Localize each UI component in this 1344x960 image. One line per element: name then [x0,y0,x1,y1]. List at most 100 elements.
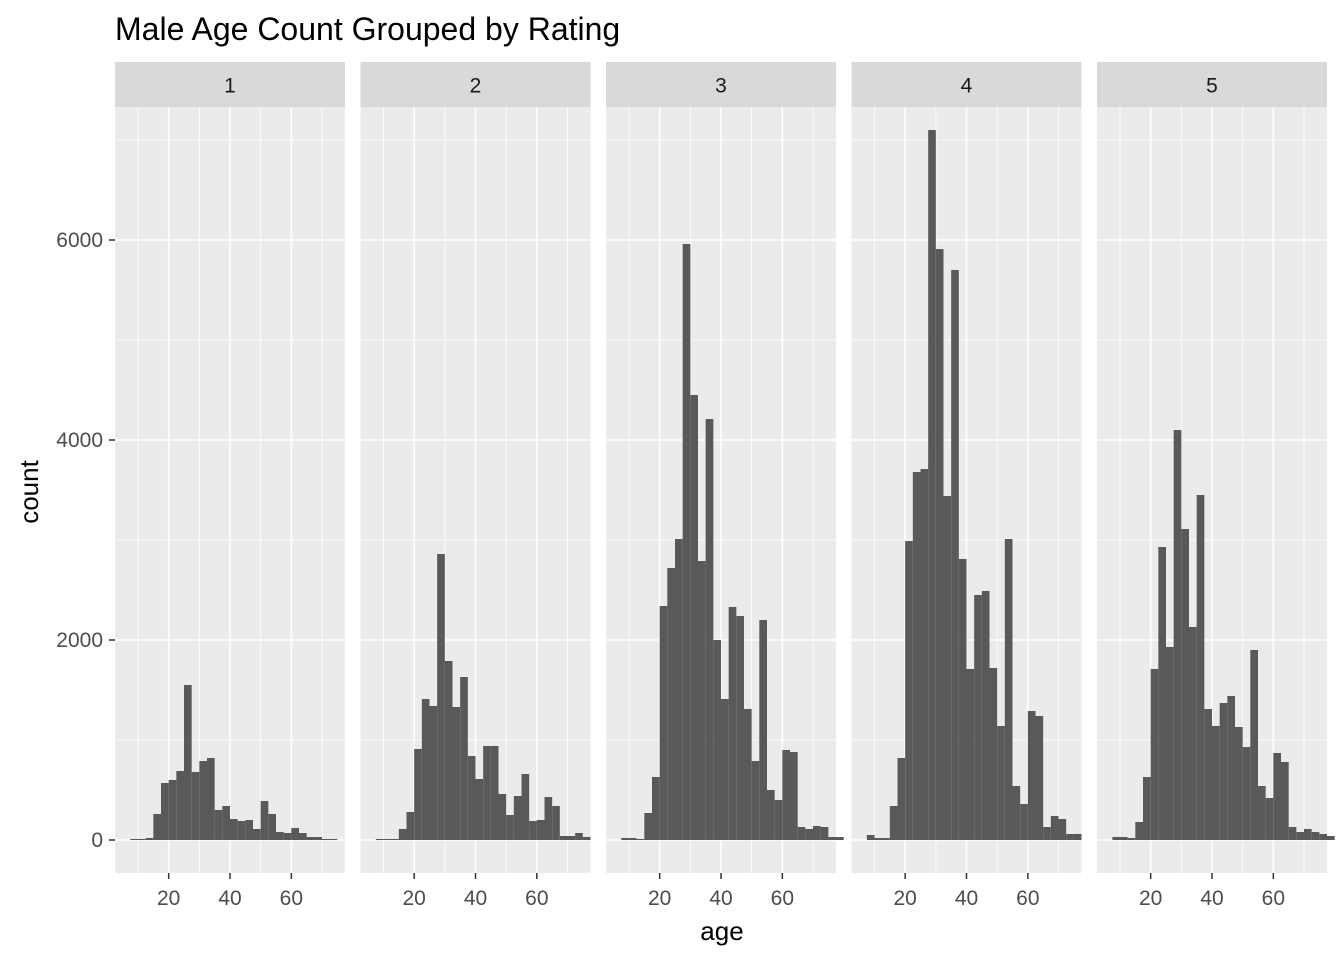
histogram-bar [391,839,399,840]
histogram-bar [444,661,453,840]
x-tick-label: 60 [280,887,303,910]
y-tick-label: 4000 [56,429,103,452]
histogram-bar [774,800,783,840]
histogram-bar [751,761,760,840]
histogram-bar [1120,837,1128,840]
histogram-bar [682,244,691,840]
histogram-bar [836,837,844,840]
histogram-bar [974,595,982,840]
histogram-bar [230,819,238,840]
x-tick-label: 40 [464,887,487,910]
facet-strip-label: 3 [715,75,727,98]
y-tick-label: 6000 [56,229,103,252]
histogram-bar [1058,819,1067,840]
histogram-bar [306,837,315,840]
histogram-bar [322,839,330,840]
histogram-bar [529,821,537,840]
histogram-bar [866,835,875,840]
histogram-bar [1258,786,1266,840]
histogram-bar [736,616,744,840]
histogram-bar [1181,529,1189,840]
histogram-bar [559,836,568,840]
x-tick-label: 20 [157,887,180,910]
x-tick-label: 60 [525,887,548,910]
facet-panel-5: 5 20 40 60 [1097,62,1335,910]
histogram-bar [1288,827,1297,840]
y-axis: 0 2000 4000 6000 [56,229,115,852]
x-tick-label: 20 [402,887,425,910]
histogram-bar [874,838,883,840]
histogram-bar [828,837,836,840]
histogram-bar [1035,716,1044,840]
histogram-bar [429,706,438,840]
histogram-bar [207,758,215,840]
histogram-bar [659,606,668,840]
histogram-bar [544,797,553,840]
histogram-bar [897,758,906,840]
histogram-bar [621,838,629,840]
histogram-bar [1242,747,1251,840]
histogram-bar [176,771,184,840]
facet-strip-label: 2 [470,75,482,98]
histogram-bar [1135,822,1143,840]
histogram-bar [721,699,729,840]
histogram-bar [513,796,522,840]
histogram-bar [1043,827,1051,840]
histogram-bar [1158,547,1166,840]
histogram-bar [1273,753,1281,840]
histogram-bar [920,469,929,840]
histogram-bar [1327,836,1335,840]
histogram-bar [1012,786,1021,840]
histogram-bar [253,829,261,840]
histogram-bar [375,839,384,840]
histogram-bar [314,837,322,840]
strip-background [360,62,591,107]
facet-panel-1: 1 20 40 60 [115,62,345,910]
histogram-bar [237,821,246,840]
histogram-bar [905,541,913,840]
x-tick-label: 60 [1016,887,1039,910]
facet-panel-3: 3 20 40 60 [606,62,844,910]
histogram-bar [291,828,299,840]
histogram-bar [130,839,138,840]
histogram-bar [782,750,790,840]
histogram-bar [981,591,990,840]
histogram-bar [1020,804,1028,840]
histogram-bar [567,836,576,840]
histogram-bar [1250,650,1258,840]
histogram-bar [935,249,944,840]
histogram-bar [521,774,530,840]
histogram-bar [1281,762,1289,840]
histogram-bar [582,837,591,840]
histogram-bar [989,668,998,840]
x-tick-label: 40 [218,887,241,910]
chart-title: Male Age Count Grouped by Rating [115,11,620,47]
facet-strip-label: 4 [961,75,973,98]
histogram-bar [460,677,468,840]
histogram-bar [1204,709,1212,840]
histogram-bar [958,559,967,840]
histogram-bar [820,827,829,840]
histogram-bar [644,813,652,840]
histogram-bar [498,794,507,840]
histogram-bar [1004,539,1013,840]
histogram-bar [767,790,775,840]
histogram-bar [690,395,698,840]
histogram-bar [260,801,269,840]
histogram-bar [299,833,307,840]
facet-strip-label: 5 [1206,75,1218,98]
histogram-bar [912,472,921,840]
strip-background [1097,62,1327,107]
histogram-bar [153,814,161,840]
histogram-bar [705,419,714,840]
histogram-bar [698,561,706,840]
histogram-bar [406,812,415,840]
histogram-bar [652,777,660,840]
histogram-bar [1212,726,1220,840]
histogram-bar [383,839,392,840]
histogram-bar [329,839,338,840]
histogram-bar [1296,832,1304,840]
histogram-bar [1173,430,1182,840]
histogram-bar [1311,832,1320,840]
histogram-bar [1235,727,1243,840]
